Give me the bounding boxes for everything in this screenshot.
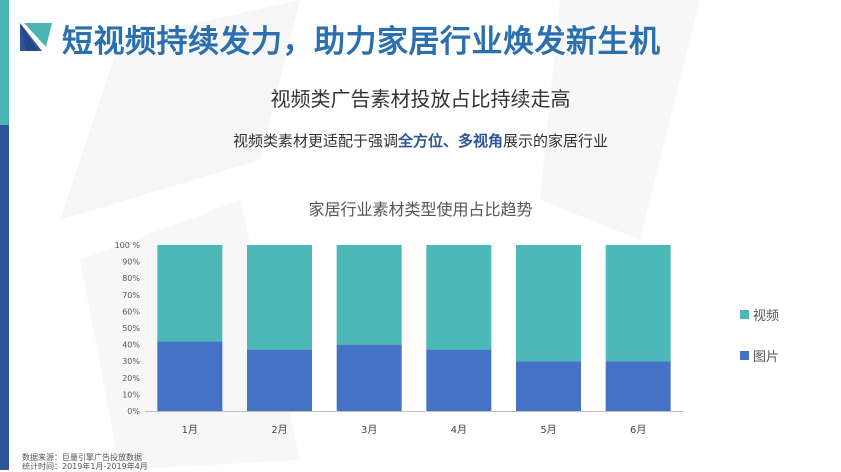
description-highlight-1: 全方位 bbox=[397, 132, 443, 150]
description-suffix: 展示的家居行业 bbox=[503, 132, 609, 150]
bar-image bbox=[426, 349, 492, 411]
y-tick-label: 0% bbox=[127, 407, 140, 416]
x-tick-label: 1月 bbox=[182, 424, 198, 436]
y-tick-label: 100 % bbox=[115, 241, 141, 250]
y-tick-label: 30% bbox=[122, 357, 140, 366]
y-tick-label: 10% bbox=[122, 390, 140, 399]
page-title: 短视频持续发力，助力家居行业焕发新生机 bbox=[62, 24, 661, 60]
bar-image bbox=[516, 361, 581, 411]
bar-image bbox=[336, 344, 402, 411]
page-description: 视频类素材更适配于强调全方位、多视角展示的家居行业 bbox=[0, 130, 841, 151]
y-tick-label: 50% bbox=[122, 324, 140, 333]
legend-swatch-video bbox=[740, 310, 749, 319]
y-tick-label: 70% bbox=[122, 291, 140, 300]
bar-video bbox=[247, 245, 312, 350]
x-tick-label: 5月 bbox=[540, 424, 556, 436]
page-subtitle: 视频类广告素材投放占比持续走高 bbox=[270, 87, 571, 111]
description-highlight-2: 多视角 bbox=[458, 132, 504, 150]
bar-video bbox=[336, 245, 402, 345]
bar-image bbox=[605, 361, 671, 411]
y-tick-label: 60% bbox=[122, 307, 140, 316]
y-tick-label: 20% bbox=[122, 374, 140, 383]
legend-item-image: 图片 bbox=[740, 346, 779, 365]
y-tick-label: 80% bbox=[122, 274, 140, 283]
legend-item-video: 视频 bbox=[740, 305, 779, 324]
x-tick-label: 2月 bbox=[271, 424, 287, 436]
bar-image bbox=[157, 341, 223, 411]
bar-video bbox=[516, 245, 581, 362]
x-tick-label: 4月 bbox=[451, 424, 467, 436]
footnote-period: 统计时间：2019年1月-2019年4月 bbox=[22, 462, 148, 471]
legend-label-image: 图片 bbox=[753, 350, 780, 365]
logo-icon bbox=[20, 23, 52, 51]
bar-video bbox=[157, 245, 223, 342]
bar-video bbox=[605, 245, 671, 362]
description-prefix: 视频类素材更适配于强调 bbox=[232, 132, 398, 150]
y-tick-label: 40% bbox=[122, 341, 140, 350]
side-accent-bar bbox=[0, 0, 9, 470]
x-tick-label: 6月 bbox=[630, 424, 646, 436]
bar-video bbox=[426, 245, 492, 350]
description-separator: 、 bbox=[442, 132, 458, 150]
legend-label-video: 视频 bbox=[753, 309, 780, 324]
y-tick-label: 90% bbox=[122, 258, 140, 267]
side-accent-bar-top bbox=[0, 0, 9, 125]
chart-title: 家居行业素材类型使用占比趋势 bbox=[308, 200, 533, 219]
x-tick-label: 3月 bbox=[361, 424, 377, 436]
legend-swatch-image bbox=[740, 351, 749, 360]
bar-image bbox=[247, 349, 312, 411]
footnote-source: 数据来源：巨量引擎广告投放数据 bbox=[22, 453, 142, 462]
